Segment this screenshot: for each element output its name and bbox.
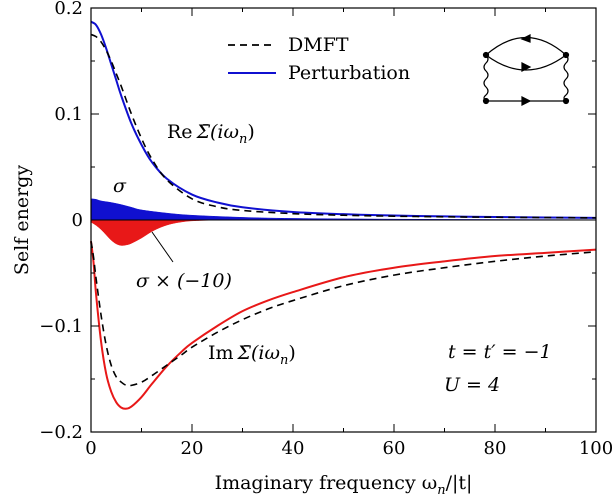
re-sigma-close: ) <box>247 121 254 143</box>
x-axis-label-main: Imaginary frequency ω <box>215 472 438 494</box>
sigma-label: σ <box>113 175 127 197</box>
im-sigma-symbol: Σ̄(iω <box>237 342 280 364</box>
y-tick-label: 0 <box>72 210 83 231</box>
legend-label-dmft: DMFT <box>288 34 349 56</box>
x-axis-label: Imaginary frequency ωn/|t| <box>215 472 473 498</box>
dmft-imag-line <box>90 241 597 387</box>
diagram-vertex-top-left <box>482 51 490 59</box>
diagram-wiggle-right <box>563 54 569 102</box>
x-axis-label-sub: n <box>437 483 445 498</box>
sigma-neg-label: σ × (−10) <box>136 270 232 292</box>
diagram-vertex-top-right <box>562 51 570 59</box>
legend: DMFT Perturbation <box>228 34 410 84</box>
t-equals-label: t = t′ = −1 <box>448 341 552 363</box>
x-tick-label: 80 <box>484 438 507 459</box>
diagram-arc-bottom <box>485 54 567 71</box>
y-tick-label: 0.2 <box>54 0 83 19</box>
y-tick-label: −0.1 <box>39 316 83 337</box>
diagram-arrow-bottom <box>521 96 532 106</box>
re-sigma-label: Re Σ̄(iωn) <box>167 121 255 147</box>
re-sigma-symbol: Σ̄(iω <box>196 121 239 143</box>
im-sigma-label: Im Σ̄(iωn) <box>208 342 296 368</box>
x-tick-label: 60 <box>383 438 406 459</box>
diagram-arrow-middle <box>521 62 532 72</box>
perturbation-imag-line <box>90 241 597 410</box>
sigma-fill-area <box>90 198 597 221</box>
diagram-arrow-top <box>520 34 531 43</box>
diagram-wiggle-left <box>483 54 489 102</box>
y-tick-label: 0.1 <box>54 104 83 125</box>
im-sigma-close: ) <box>288 342 295 364</box>
x-tick-label: 40 <box>282 438 305 459</box>
y-axis-label: Self energy <box>11 165 33 275</box>
legend-label-perturbation: Perturbation <box>288 62 410 84</box>
feynman-diagram-icon <box>482 34 570 106</box>
im-sigma-prefix: Im <box>208 342 234 364</box>
im-sigma-sub: n <box>280 353 288 368</box>
dmft-real-line <box>90 33 597 219</box>
sigma-neg-fill-area <box>90 219 218 246</box>
x-tick-label: 100 <box>579 438 613 459</box>
re-sigma-sub: n <box>239 132 247 147</box>
axis-ticks <box>90 7 597 433</box>
x-tick-label: 0 <box>85 438 96 459</box>
y-tick-label: −0.2 <box>39 422 83 443</box>
axis-tick-labels: 0 20 40 60 80 100 −0.2 −0.1 0 0.1 0.2 <box>39 0 613 459</box>
u-equals-label: U = 4 <box>444 374 500 396</box>
diagram-vertex-bottom-right <box>562 97 570 105</box>
x-axis-label-tail: /|t| <box>446 472 473 494</box>
sigma-neg-pointer <box>151 231 174 263</box>
series-lines <box>90 20 597 410</box>
re-sigma-prefix: Re <box>167 121 193 143</box>
x-tick-label: 20 <box>181 438 204 459</box>
diagram-vertex-bottom-left <box>482 97 490 105</box>
sigma-fills <box>90 198 597 246</box>
